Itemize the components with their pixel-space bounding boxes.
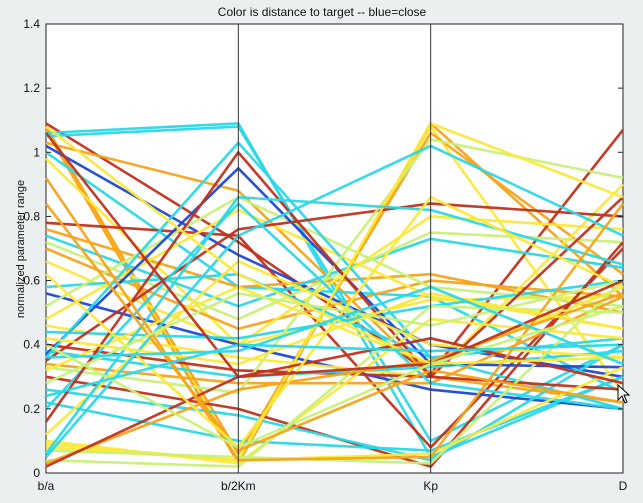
data-line-44 xyxy=(45,292,624,465)
x-tick-label: b/2Km xyxy=(221,479,256,493)
data-line-52 xyxy=(44,132,624,379)
y-tick-label: 0.2 xyxy=(23,402,40,416)
x-axis-tick-labels: b/a b/2Km Kp D xyxy=(38,479,628,493)
x-tick-label: Kp xyxy=(423,479,438,493)
data-line-24 xyxy=(45,349,624,379)
data-line-27 xyxy=(45,202,624,362)
data-line-53 xyxy=(45,285,624,366)
data-line-7 xyxy=(45,141,624,404)
y-axis-ticks: 0 0.2 0.4 0.6 0.8 1 1.2 1.4 xyxy=(23,17,623,480)
data-line-40 xyxy=(45,279,624,465)
data-line-21 xyxy=(45,183,624,379)
chart-title: Color is distance to target -- blue=clos… xyxy=(218,5,427,19)
y-tick-label: 0.8 xyxy=(23,209,40,223)
y-tick-label: 0.6 xyxy=(23,274,40,288)
data-line-16 xyxy=(45,215,624,347)
data-line-13 xyxy=(45,234,624,308)
data-line-50 xyxy=(45,279,624,385)
data-lines xyxy=(44,122,625,468)
data-line-42 xyxy=(45,144,624,458)
data-line-55 xyxy=(45,343,624,398)
data-line-49 xyxy=(45,292,624,366)
data-line-20 xyxy=(45,208,624,330)
y-tick-label: 1.2 xyxy=(23,81,40,95)
y-tick-label: 1.4 xyxy=(23,17,40,31)
x-tick-label: b/a xyxy=(38,479,55,493)
y-tick-label: 1 xyxy=(33,145,40,159)
y-tick-label: 0 xyxy=(33,466,40,480)
mouse-cursor-icon xyxy=(617,383,631,404)
data-line-43 xyxy=(45,304,624,468)
parallel-axes xyxy=(237,24,432,473)
data-line-28 xyxy=(45,295,624,385)
y-axis-label: normalized parameter range xyxy=(15,180,27,318)
data-line-32 xyxy=(45,343,624,462)
y-tick-label: 0.4 xyxy=(23,338,40,352)
data-line-38 xyxy=(45,122,624,462)
data-line-4 xyxy=(45,122,625,375)
data-line-48 xyxy=(45,195,624,449)
x-tick-label: D xyxy=(619,479,628,493)
data-line-46 xyxy=(44,177,625,462)
data-line-23 xyxy=(45,196,624,379)
data-line-54 xyxy=(45,304,624,449)
data-line-35 xyxy=(44,151,624,423)
data-line-47 xyxy=(44,202,624,452)
